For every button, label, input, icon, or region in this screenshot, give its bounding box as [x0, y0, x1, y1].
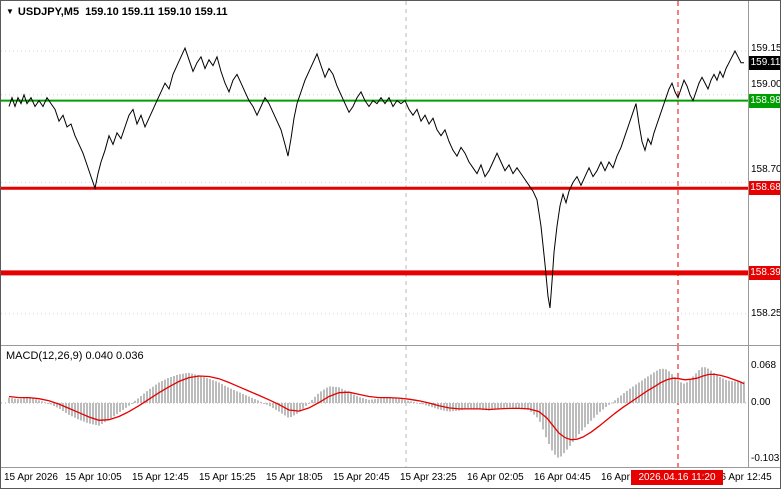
price-line-series [8, 46, 744, 309]
time-tick-label: 15 Apr 20:45 [333, 472, 390, 483]
macd-histogram [8, 367, 745, 458]
time-tick-label: 16 Apr 12:45 [715, 472, 772, 483]
time-tick-label: 15 Apr 23:25 [400, 472, 457, 483]
macd-tick-label: -0.103 [751, 452, 780, 464]
price-level-badge: 158.68 [749, 181, 781, 196]
price-tick-label: 158.25 [751, 307, 781, 319]
time-tick-label: 15 Apr 10:05 [65, 472, 122, 483]
price-level-badge: 158.39 [749, 265, 781, 280]
price-tick-label: 159.15 [751, 43, 781, 54]
macd-tick-label: 0.00 [751, 397, 771, 408]
price-chart[interactable] [1, 1, 749, 346]
price-tick-label: 159.00 [751, 78, 781, 90]
macd-indicator-label: MACD(12,26,9) 0.040 0.036 [6, 350, 144, 362]
time-axis[interactable]: 2026.04.16 11:20 15 Apr 2026 15 Apr 10:05… [1, 468, 780, 488]
macd-tick-label: 0.068 [751, 360, 777, 372]
ohlc-values: 159.10 159.11 159.10 159.11 [85, 6, 228, 18]
price-axis[interactable]: 159.15 159.00 158.70 158.25 159.11 158.98 158.… [749, 1, 781, 467]
price-tick-label: 158.70 [751, 164, 781, 176]
time-axis-separator [1, 467, 780, 468]
price-level-badge: 159.11 [749, 55, 781, 70]
chevron-down-icon[interactable]: ▼ [6, 7, 14, 16]
symbol-label: USDJPY,M5 [17, 6, 80, 18]
time-tick-label: 15 Apr 12:45 [132, 472, 189, 483]
time-tick-label: 16 Apr 04:45 [534, 472, 591, 483]
price-axis-separator [748, 1, 749, 467]
time-tick-label: 15 Apr 15:25 [199, 472, 256, 483]
current-time-badge: 2026.04.16 11:20 [631, 470, 723, 485]
panel-resize-separator[interactable] [1, 345, 780, 346]
macd-signal-line [8, 373, 745, 441]
time-tick-label: 15 Apr 18:05 [266, 472, 323, 483]
time-tick-label: 16 Apr 02:05 [467, 472, 524, 483]
time-tick-label: 16 Apr 07:25 [601, 472, 658, 483]
macd-chart[interactable] [1, 346, 749, 468]
price-level-badge: 158.98 [749, 93, 781, 108]
chart-header: ▼ USDJPY,M5 159.10 159.11 159.10 159.11 [6, 6, 228, 18]
time-tick-label: 15 Apr 2026 [4, 472, 58, 483]
